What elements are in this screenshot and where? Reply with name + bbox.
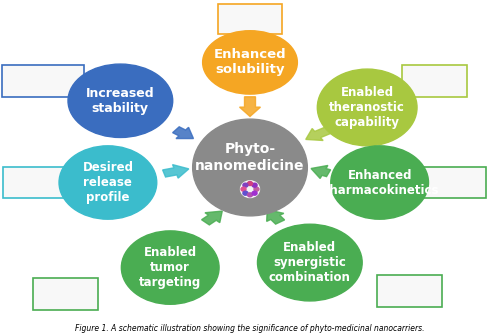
FancyArrow shape xyxy=(202,211,222,225)
FancyArrow shape xyxy=(311,165,330,179)
FancyArrow shape xyxy=(162,164,189,178)
Ellipse shape xyxy=(68,64,172,137)
Ellipse shape xyxy=(252,183,257,187)
Text: Figure 1. A schematic illustration showing the significance of phyto-medicinal n: Figure 1. A schematic illustration showi… xyxy=(75,324,425,333)
FancyBboxPatch shape xyxy=(33,278,98,310)
Ellipse shape xyxy=(252,191,257,195)
Ellipse shape xyxy=(240,181,260,198)
Ellipse shape xyxy=(202,31,298,94)
Ellipse shape xyxy=(248,193,252,197)
FancyArrow shape xyxy=(172,127,194,139)
Ellipse shape xyxy=(318,69,417,146)
Text: Phyto-
nanomedicine: Phyto- nanomedicine xyxy=(195,142,305,173)
Ellipse shape xyxy=(192,119,308,216)
Ellipse shape xyxy=(331,146,428,219)
Text: Enhanced
pharmacokinetics: Enhanced pharmacokinetics xyxy=(321,169,438,197)
Text: Increased
stability: Increased stability xyxy=(86,87,154,115)
Ellipse shape xyxy=(122,231,219,304)
Ellipse shape xyxy=(59,146,157,219)
Text: Enabled
tumor
targeting: Enabled tumor targeting xyxy=(139,246,202,289)
Ellipse shape xyxy=(243,183,248,187)
Text: Enhanced
solubility: Enhanced solubility xyxy=(214,49,286,76)
Ellipse shape xyxy=(241,187,246,191)
FancyArrow shape xyxy=(240,97,260,117)
FancyBboxPatch shape xyxy=(4,167,66,198)
Text: Enabled
synergistic
combination: Enabled synergistic combination xyxy=(269,241,351,284)
FancyBboxPatch shape xyxy=(424,167,486,198)
Text: Enabled
theranostic
capability: Enabled theranostic capability xyxy=(329,86,405,129)
FancyBboxPatch shape xyxy=(218,4,282,34)
Ellipse shape xyxy=(254,187,259,191)
Ellipse shape xyxy=(248,182,252,186)
FancyArrow shape xyxy=(266,210,284,224)
FancyBboxPatch shape xyxy=(402,65,467,96)
Ellipse shape xyxy=(243,191,248,195)
FancyArrow shape xyxy=(306,126,334,140)
FancyBboxPatch shape xyxy=(377,275,442,307)
Ellipse shape xyxy=(258,224,362,301)
FancyBboxPatch shape xyxy=(2,65,84,96)
Text: Desired
release
profile: Desired release profile xyxy=(82,161,134,204)
